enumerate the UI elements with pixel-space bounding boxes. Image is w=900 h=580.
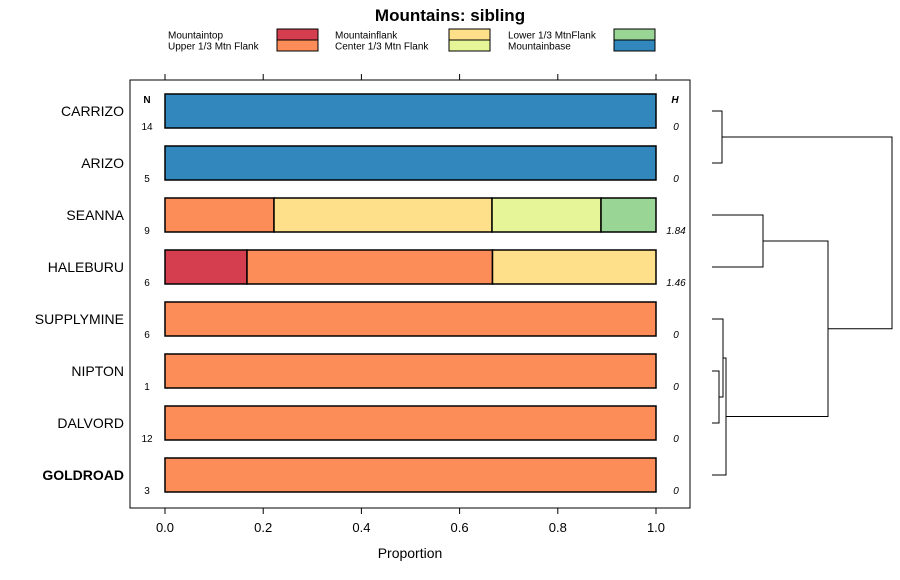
bar-segment-mountainflank [491,249,657,285]
n-value: 5 [144,174,150,185]
row-label: CARRIZO [61,103,124,119]
row-label: GOLDROAD [42,467,124,483]
legend-label-upper-1-3-mtn-flank: Upper 1/3 Mtn Flank [168,42,260,53]
row-arizo: ARIZO 5 0 [81,145,679,185]
row-supplymine: SUPPLYMINE 6 0 [35,301,679,341]
n-header: N [143,95,150,106]
bar-segment-mountaintop [164,249,248,285]
row-haleburu: HALEBURU 6 1.46 [48,249,686,289]
x-axis: 0.0 0.2 0.4 0.6 0.8 1.0 [156,74,665,535]
n-value: 14 [141,122,153,133]
legend-label-mountainflank: Mountainflank [335,31,398,42]
legend-label-mountaintop: Mountaintop [168,31,223,42]
n-value: 9 [144,226,150,237]
row-seanna: SEANNA 9 1.84 [66,197,686,237]
legend-swatch-center-1-3-mtn-flank [448,39,491,52]
bar-segment-upper-1-3-mtn-flank [164,353,657,389]
legend-label-mountainbase: Mountainbase [508,42,571,53]
row-dalvord: DALVORD 12 0 [57,405,679,445]
dendro-root [722,136,893,330]
bar-segment-mountainflank [273,197,493,233]
x-tick-label: 0.8 [549,520,567,535]
n-value: 12 [141,434,153,445]
h-value: 0 [673,434,679,445]
legend-swatch-mountaintop [276,28,319,41]
bar-segment-lower-1-3-mtnflank [600,197,657,233]
n-value: 6 [144,330,150,341]
chart-title: Mountains: sibling [375,6,525,25]
x-axis-label: Proportion [378,545,443,561]
dendro-branch-seanna-haleburu [712,214,764,268]
bar-segment-upper-1-3-mtn-flank [164,457,657,493]
h-header: H [671,95,679,106]
bar-segment-center-1-3-mtn-flank [491,197,602,233]
row-label: DALVORD [57,415,124,431]
x-tick-label: 0.4 [352,520,370,535]
bar-segment-mountainbase [164,93,657,129]
bar-segment-mountainbase [164,145,657,181]
bar-segment-upper-1-3-mtn-flank [246,249,494,285]
row-carrizo: CARRIZO 14 0 [61,93,679,133]
dendro-branch-carrizo-arizo [712,110,723,164]
bar-segment-upper-1-3-mtn-flank [164,405,657,441]
dendrogram [712,110,893,476]
bar-segment-upper-1-3-mtn-flank [164,197,275,233]
row-label: SEANNA [66,207,124,223]
h-value: 0 [673,122,679,133]
legend-label-lower-1-3-mtnflank: Lower 1/3 MtnFlank [508,31,597,42]
row-label: SUPPLYMINE [35,311,124,327]
bar-segment-upper-1-3-mtn-flank [164,301,657,337]
h-value: 1.46 [666,278,686,289]
h-value: 0 [673,486,679,497]
dendro-branch-nipton-dalvord [712,370,720,424]
plot-frame [129,79,691,509]
legend-label-center-1-3-mtn-flank: Center 1/3 Mtn Flank [335,42,429,53]
row-goldroad: GOLDROAD 3 0 [42,457,679,497]
h-value: 1.84 [666,226,686,237]
n-value: 1 [144,382,150,393]
x-tick-label: 1.0 [647,520,665,535]
legend-swatch-mountainflank [448,28,491,41]
dendro-branch-supplymine [712,318,724,398]
n-value: 6 [144,278,150,289]
h-value: 0 [673,330,679,341]
x-tick-label: 0.6 [451,520,469,535]
row-nipton: NIPTON 1 0 [71,353,679,393]
legend-swatch-mountainbase [613,39,656,52]
h-value: 0 [673,382,679,393]
n-value: 3 [144,486,150,497]
bar-rows: CARRIZO 14 0 ARIZO 5 0 SEANNA 9 1.84 HALEBURU 6 1.4… [35,93,686,497]
row-label: NIPTON [71,363,124,379]
x-tick-label: 0.0 [156,520,174,535]
x-tick-label: 0.2 [254,520,272,535]
row-label: ARIZO [81,155,124,171]
row-label: HALEBURU [48,259,124,275]
legend-swatch-upper-1-3-mtn-flank [276,39,319,52]
h-value: 0 [673,174,679,185]
legend-swatch-lower-1-3-mtnflank [613,28,656,41]
